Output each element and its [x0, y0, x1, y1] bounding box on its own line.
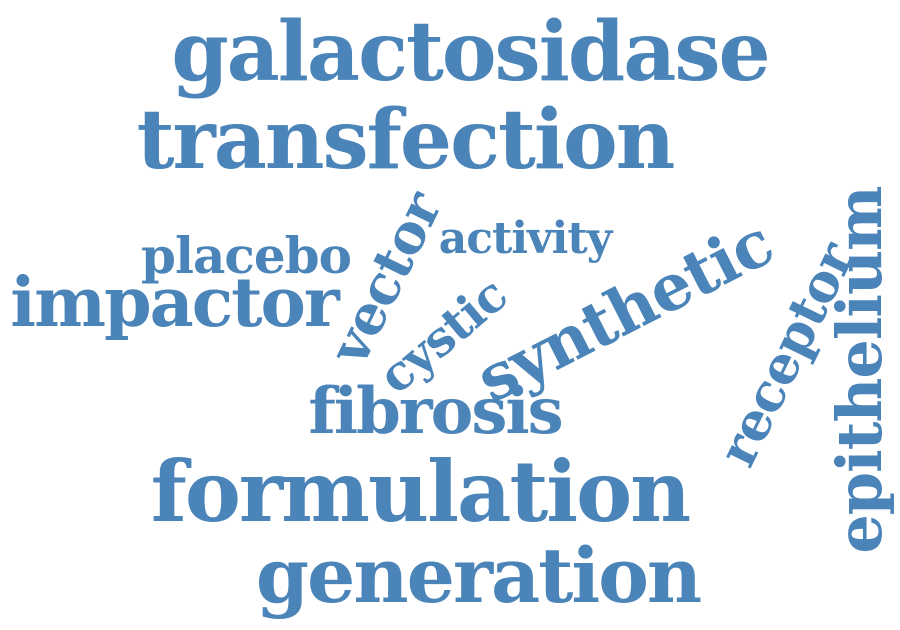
word-placebo: placebo: [141, 226, 352, 285]
word-galactosidase: galactosidase: [171, 4, 770, 100]
word-epithelium: epithelium: [823, 186, 896, 554]
word-impactor: impactor: [10, 263, 339, 343]
word-formulation: formulation: [150, 442, 692, 541]
word-activity: activity: [438, 213, 613, 264]
word-generation: generation: [255, 531, 702, 620]
word-fibrosis: fibrosis: [308, 374, 563, 449]
word-transfection: transfection: [136, 92, 676, 188]
